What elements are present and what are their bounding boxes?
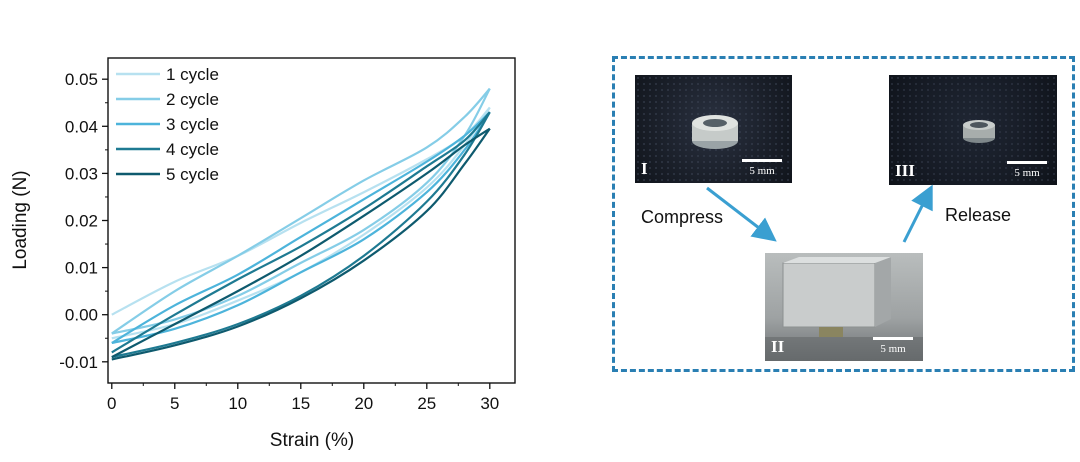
legend-label-2: 2 cycle [166,90,219,109]
photo-ii-compression-block: II 5 mm [765,253,923,361]
x-tick-label-5: 25 [417,394,436,413]
release-arrow [902,184,933,243]
series-curves [111,87,491,361]
photo-i-compressed-sample: I 5 mm [635,75,792,183]
photo-iii-released-sample: III 5 mm [889,75,1057,185]
step-arrows [706,184,933,243]
sample-ring-iii [889,75,1057,185]
photo-iii-scale-text: 5 mm [1014,167,1040,179]
y-tick-label-4: 0.03 [65,164,98,183]
y-axis-ticks: -0.01 0.00 0.01 0.02 0.03 0.04 0.05 [59,70,108,372]
y-axis-label: Loading (N) [10,170,31,269]
y-tick-label-5: 0.04 [65,117,98,136]
release-label: Release [945,205,1012,225]
photo-iii-scale-bar: 5 mm [1007,161,1047,179]
y-tick-label-2: 0.01 [65,259,98,278]
series-1-loading-curve [111,106,491,316]
x-axis-ticks: 0 5 10 15 20 25 30 [107,383,499,413]
sample-ring-i [635,75,792,183]
photo-i-label: I [641,159,648,178]
y-tick-label-0: -0.01 [59,353,98,372]
series-4-unloading-curve [111,111,491,359]
series-3-unloading-curve [111,111,491,345]
legend-label-3: 3 cycle [166,115,219,134]
series-4-loading-curve [111,111,491,354]
legend: 1 cycle 2 cycle 3 cycle 4 cycle 5 cycle [116,65,219,184]
loading-strain-chart: -0.01 0.00 0.01 0.02 0.03 0.04 0.05 0 5 10 15 20 25… [10,57,516,451]
compression-photo-panel: I 5 mm III 5 mm [612,56,1075,372]
x-tick-label-3: 15 [291,394,310,413]
x-tick-label-2: 10 [228,394,247,413]
compress-label: Compress [641,207,724,227]
legend-label-4: 4 cycle [166,140,219,159]
photo-ii-scale-bar: 5 mm [873,337,913,355]
photo-ii-label: II [771,337,785,356]
legend-label-5: 5 cycle [166,165,219,184]
y-tick-label-6: 0.05 [65,70,98,89]
series-5-loading-curve [111,127,491,359]
photo-iii-label: III [895,161,915,180]
x-tick-label-4: 20 [354,394,373,413]
x-tick-label-6: 30 [480,394,499,413]
x-tick-label-1: 5 [170,394,179,413]
photo-i-scale-text: 5 mm [749,165,775,177]
x-axis-label: Strain (%) [270,430,354,451]
legend-label-1: 1 cycle [166,65,219,84]
y-tick-label-3: 0.02 [65,212,98,231]
plot-frame [107,57,516,384]
compress-arrow [706,186,777,242]
series-3-loading-curve [111,111,491,344]
x-tick-label-0: 0 [107,394,116,413]
series-5-unloading-curve [111,128,491,361]
aluminum-block-ii [765,257,923,361]
photo-ii-scale-text: 5 mm [880,343,906,355]
series-2-loading-curve [111,87,491,335]
y-tick-label-1: 0.00 [65,306,98,325]
photo-i-scale-bar: 5 mm [742,159,782,177]
